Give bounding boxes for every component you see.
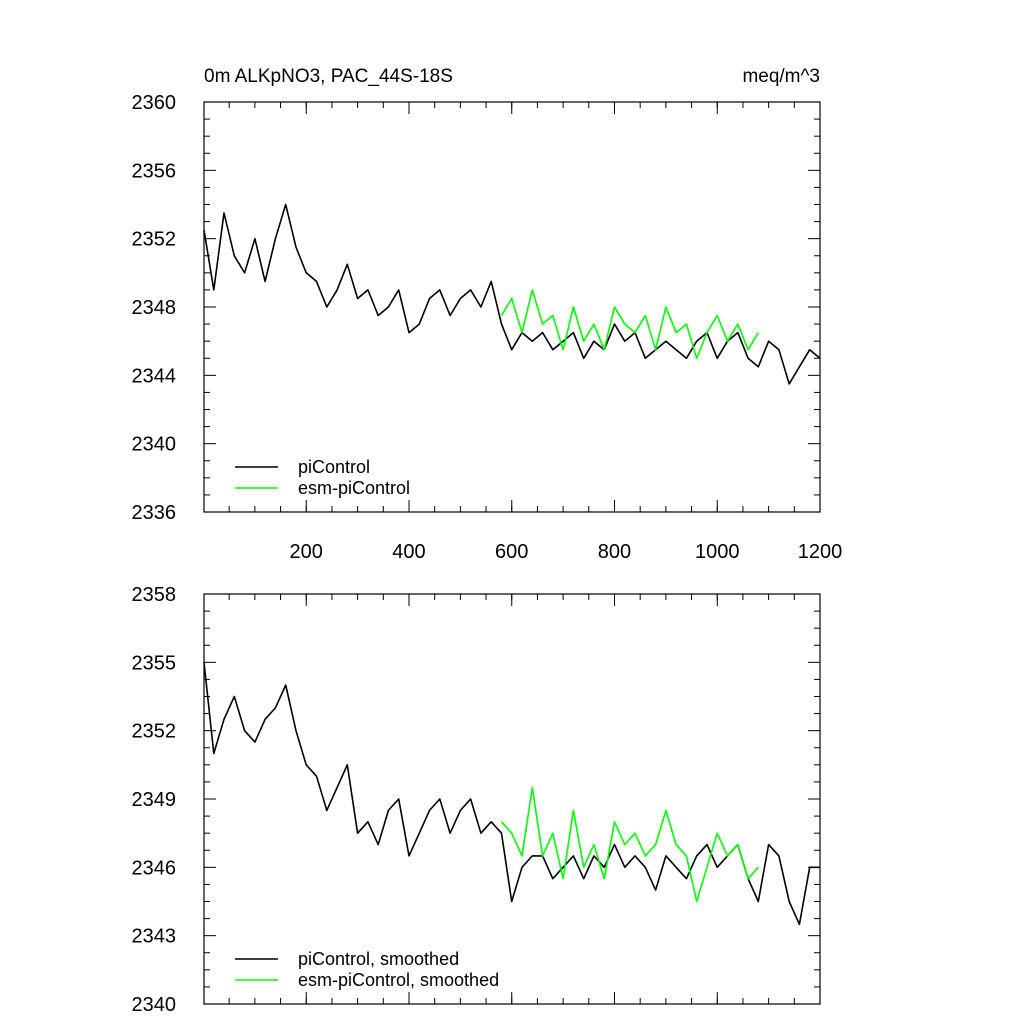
bottom-y-tick-label: 2352 bbox=[132, 721, 177, 743]
bottom-plot-panel: 2340 2343 2346 2349 2352 2355 2358 piControl, s… bbox=[132, 584, 821, 1016]
top-y-tick-label: 2340 bbox=[132, 434, 177, 456]
bottom-legend-label-1: piControl, smoothed bbox=[298, 949, 459, 969]
bottom-legend-label-2: esm-piControl, smoothed bbox=[298, 970, 499, 990]
top-series-line-1 bbox=[203, 203, 821, 385]
top-plot-frame bbox=[203, 101, 821, 513]
top-legend-label-2: esm-piControl bbox=[298, 478, 410, 498]
top-y-tick-label: 2344 bbox=[132, 365, 177, 387]
bottom-plot-frame bbox=[203, 593, 821, 1005]
top-series-line-2 bbox=[500, 289, 759, 360]
bottom-series-line-2 bbox=[500, 786, 759, 903]
top-x-tick-label: 200 bbox=[290, 541, 323, 563]
top-x-tick-label: 800 bbox=[598, 541, 631, 563]
bottom-y-tick-label: 2346 bbox=[132, 857, 177, 879]
top-x-tick-label: 400 bbox=[392, 541, 425, 563]
top-x-tick-label: 1200 bbox=[798, 541, 843, 563]
bottom-series-line-1 bbox=[203, 662, 820, 926]
top-y-tick-label: 2352 bbox=[132, 229, 177, 251]
top-y-tick-label: 2336 bbox=[132, 502, 177, 524]
bottom-y-tick-label: 2343 bbox=[132, 926, 177, 948]
top-chart-units: meq/m^3 bbox=[742, 66, 820, 87]
top-y-tick-label: 2360 bbox=[132, 92, 177, 114]
bottom-y-tick-label: 2355 bbox=[132, 652, 177, 674]
top-x-tick-label: 600 bbox=[495, 541, 528, 563]
top-legend-label-1: piControl bbox=[298, 457, 370, 477]
bottom-y-tick-label: 2358 bbox=[132, 584, 177, 606]
bottom-y-tick-label: 2340 bbox=[132, 994, 177, 1016]
top-chart-title: 0m ALKpNO3, PAC_44S-18S bbox=[204, 66, 453, 87]
top-x-tick-label: 1000 bbox=[695, 541, 740, 563]
top-plot-panel: 2336 2340 2344 2348 2352 2356 2360 200 400 600 800… bbox=[132, 92, 843, 563]
top-y-tick-label: 2348 bbox=[132, 297, 177, 319]
top-y-tick-label: 2356 bbox=[132, 160, 177, 182]
bottom-y-tick-label: 2349 bbox=[132, 789, 177, 811]
